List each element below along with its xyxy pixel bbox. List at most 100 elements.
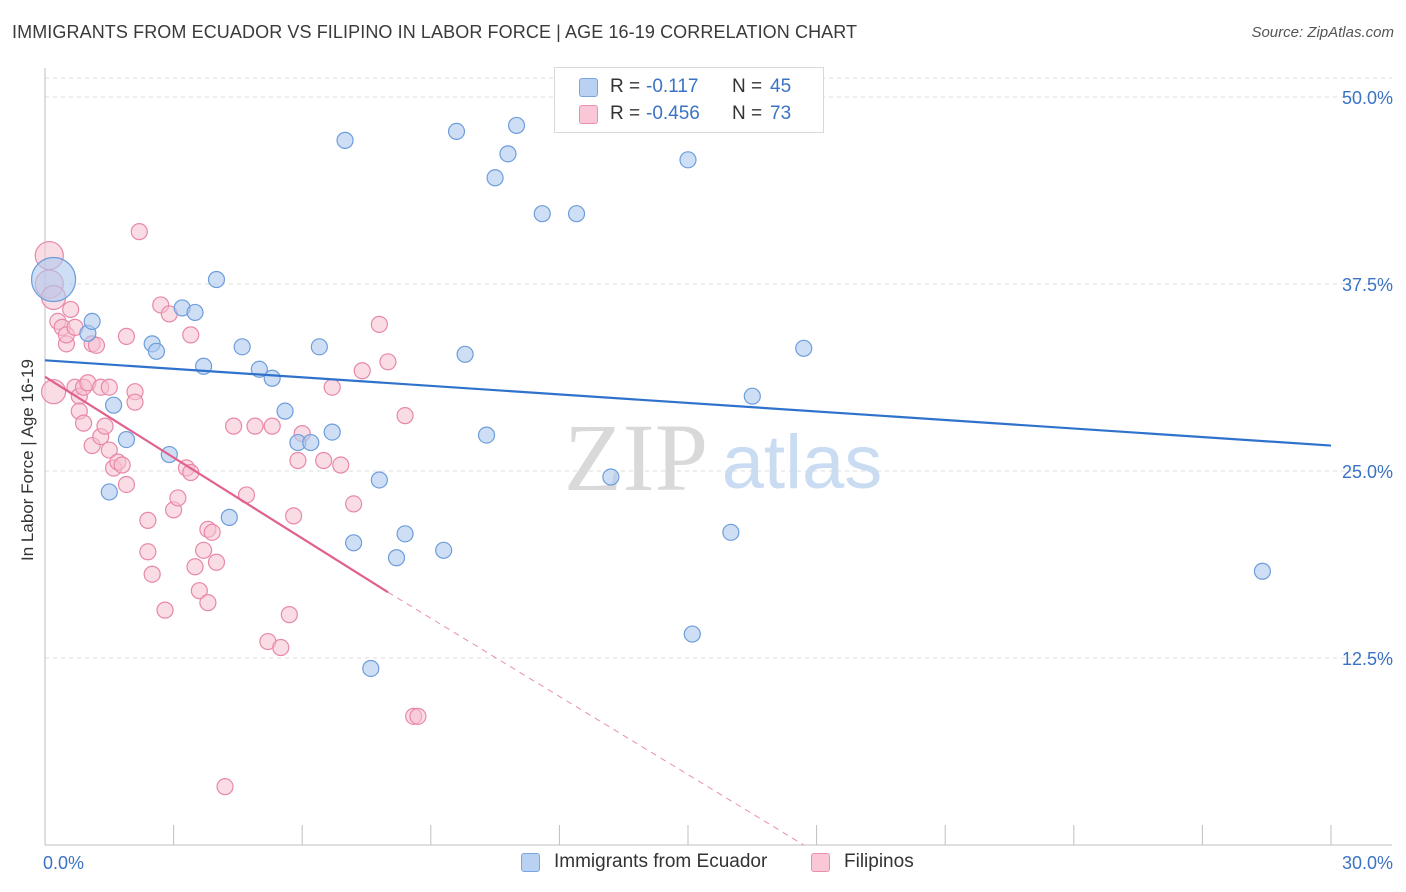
data-point-ecuador <box>100 483 118 501</box>
data-point-ecuador <box>679 151 697 169</box>
legend-label-filipinos: Filipinos <box>844 851 914 872</box>
data-point-ecuador <box>396 525 414 543</box>
x-tick-label: 0.0% <box>43 853 84 873</box>
data-point-filipinos <box>323 378 341 396</box>
data-point-ecuador <box>117 430 136 449</box>
data-point-filipinos <box>409 707 427 725</box>
series-legend: Immigrants from Ecuador Filipinos <box>0 851 1406 877</box>
data-point-ecuador <box>263 369 281 387</box>
correlation-legend: R = -0.117 N = 45 R = -0.456 N = 73 <box>554 67 824 133</box>
data-point-filipinos <box>117 475 136 494</box>
data-point-ecuador <box>435 541 453 559</box>
x-tick-label: 30.0% <box>1342 853 1393 873</box>
data-point-filipinos <box>100 441 118 459</box>
data-point-filipinos <box>126 393 144 411</box>
data-point-filipinos <box>113 456 131 474</box>
data-point-ecuador <box>104 396 123 414</box>
trend-line-filipinos <box>44 375 389 594</box>
data-point-filipinos <box>353 362 371 380</box>
data-point-ecuador <box>1253 562 1272 580</box>
data-point-ecuador <box>683 625 701 643</box>
watermark-atlas: atlas <box>722 420 883 505</box>
data-point-filipinos <box>272 638 290 657</box>
legend-r-label: R = <box>610 76 641 97</box>
data-point-filipinos <box>280 606 298 624</box>
data-point-filipinos <box>190 582 208 600</box>
axes <box>44 68 1392 846</box>
data-point-ecuador <box>147 342 166 360</box>
data-point-filipinos <box>199 594 217 612</box>
source-label: Source: ZipAtlas.com <box>1251 24 1394 41</box>
data-point-ecuador <box>387 549 406 567</box>
data-point-filipinos <box>143 565 161 583</box>
data-point-ecuador <box>310 338 328 356</box>
data-point-ecuador <box>533 205 551 223</box>
data-point-filipinos <box>195 541 213 559</box>
legend-item-filipinos: Filipinos <box>811 851 914 873</box>
legend-item-ecuador: Immigrants from Ecuador <box>521 851 767 873</box>
data-point-filipinos <box>186 558 204 576</box>
data-point-filipinos <box>130 223 148 241</box>
data-point-filipinos <box>96 417 114 435</box>
data-point-ecuador <box>602 468 620 486</box>
data-point-filipinos <box>207 553 226 571</box>
data-point-ecuador <box>456 345 474 363</box>
data-point-filipinos <box>169 489 187 507</box>
chart-title: IMMIGRANTS FROM ECUADOR VS FILIPINO IN L… <box>12 22 858 42</box>
data-point-filipinos <box>182 326 200 344</box>
data-point-filipinos <box>225 417 243 435</box>
data-point-ecuador <box>722 523 740 541</box>
data-point-filipinos <box>396 407 414 425</box>
legend-swatch-filipinos <box>811 852 830 872</box>
data-point-filipinos <box>216 778 234 796</box>
data-point-filipinos <box>332 456 350 474</box>
data-point-filipinos <box>246 417 264 435</box>
data-point-ecuador <box>276 402 294 420</box>
legend-n-value: 73 <box>770 103 792 124</box>
watermark: ZIP atlas <box>564 404 882 511</box>
data-point-ecuador <box>362 659 380 678</box>
data-point-filipinos <box>139 543 157 561</box>
data-point-ecuador <box>233 338 251 356</box>
data-point-ecuador <box>370 471 388 489</box>
data-point-filipinos <box>87 336 106 354</box>
data-point-ecuador <box>743 387 761 405</box>
ecuador-points <box>30 116 1272 678</box>
legend-r-value: -0.117 <box>646 76 699 97</box>
data-point-ecuador <box>567 205 586 223</box>
legend-n-label: N = <box>732 103 763 124</box>
data-point-filipinos <box>370 315 388 333</box>
data-point-ecuador <box>323 423 341 441</box>
legend-r-value: -0.456 <box>646 103 700 124</box>
data-point-filipinos <box>379 353 397 371</box>
data-point-filipinos <box>289 451 307 470</box>
data-point-filipinos <box>74 414 93 432</box>
y-tick-label: 50.0% <box>1342 88 1393 108</box>
data-point-ecuador <box>336 131 354 149</box>
data-point-ecuador <box>447 122 466 141</box>
y-axis-label: In Labor Force | Age 16-19 <box>18 359 37 561</box>
data-point-ecuador <box>30 256 77 303</box>
data-point-filipinos <box>263 417 281 435</box>
grid <box>45 77 1392 659</box>
data-point-filipinos <box>345 495 363 513</box>
y-tick-label: 12.5% <box>1342 649 1393 669</box>
data-point-ecuador <box>795 339 813 357</box>
y-tick-label: 37.5% <box>1342 275 1393 295</box>
data-point-filipinos <box>156 601 174 619</box>
tick-labels: 12.5% 25.0% 37.5% 50.0% 0.0% 30.0% <box>43 88 1393 873</box>
legend-row-filipinos: R = -0.456 N = 73 <box>579 101 791 127</box>
data-point-filipinos <box>62 300 80 319</box>
data-point-ecuador <box>499 145 517 163</box>
data-point-filipinos <box>139 511 157 529</box>
data-point-ecuador <box>507 116 526 135</box>
legend-row-ecuador: R = -0.117 N = 45 <box>579 74 791 100</box>
data-point-ecuador <box>486 169 504 187</box>
trend-line-filipinos-extension <box>387 591 804 846</box>
data-point-ecuador <box>345 534 363 552</box>
data-point-ecuador <box>207 270 226 289</box>
data-point-ecuador <box>220 508 238 526</box>
watermark-zip: ZIP <box>564 404 708 511</box>
data-point-ecuador <box>83 312 101 330</box>
data-point-filipinos <box>285 507 303 525</box>
